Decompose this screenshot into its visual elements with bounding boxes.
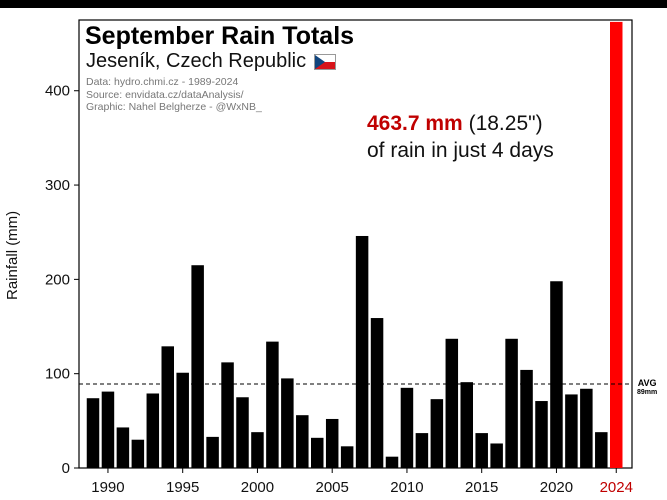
- bar: [370, 318, 384, 468]
- bar: [116, 427, 130, 468]
- x-tick-label: 2005: [316, 479, 349, 496]
- bar: [520, 369, 533, 468]
- callout-amount: 463.7 mm: [367, 112, 463, 135]
- bar: [430, 399, 444, 468]
- top-bar: [0, 0, 667, 8]
- x-tick-label: 1990: [91, 479, 124, 496]
- y-tick-label: 100: [45, 366, 70, 383]
- credits: Data: hydro.chmi.cz - 1989-2024 Source: …: [86, 76, 262, 114]
- bar: [355, 235, 369, 468]
- bar: [176, 372, 189, 468]
- x-tick-label-highlight: 2024: [600, 479, 633, 496]
- bar: [550, 281, 563, 468]
- chart-subtitle: Jeseník, Czech Republic: [86, 50, 307, 72]
- bar: [595, 432, 608, 468]
- callout-inches: (18.25"): [468, 112, 543, 135]
- credit-graphic: Graphic: Nahel Belgherze - @WxNB_: [86, 101, 262, 113]
- bar: [191, 265, 204, 468]
- bar: [86, 398, 100, 468]
- x-tick-label: 2015: [465, 479, 498, 496]
- average-label: AVG 89mm: [637, 378, 657, 398]
- bar: [131, 439, 145, 468]
- x-tick-label: 2020: [540, 479, 573, 496]
- bar: [445, 338, 459, 468]
- y-tick-label: 300: [45, 177, 70, 194]
- bar: [385, 456, 399, 468]
- y-tick-label: 400: [45, 83, 70, 100]
- chart-title: September Rain Totals: [85, 22, 355, 50]
- y-tick-label: 200: [45, 271, 70, 288]
- bar: [580, 388, 593, 468]
- czech-flag-icon: [314, 53, 337, 70]
- bar: [251, 432, 264, 468]
- plot-frame: [78, 19, 633, 469]
- x-tick-label: 1995: [166, 479, 199, 496]
- bar: [325, 418, 339, 468]
- bar: [311, 437, 324, 468]
- bar: [281, 378, 294, 468]
- credit-data: Data: hydro.chmi.cz - 1989-2024: [86, 76, 239, 88]
- bar: [221, 362, 234, 468]
- average-label-text: AVG: [637, 378, 657, 388]
- bar: [340, 446, 354, 468]
- y-axis-label: Rainfall (mm): [4, 210, 21, 300]
- bar: [296, 415, 309, 468]
- average-label-value: 89mm: [637, 389, 658, 396]
- x-tick-label: 2010: [390, 479, 423, 496]
- y-tick-label: 0: [62, 460, 70, 477]
- bar: [266, 341, 279, 468]
- chart-subtitle-row: Jeseník, Czech Republic: [86, 50, 337, 73]
- bar: [460, 382, 473, 468]
- bar: [236, 397, 249, 468]
- rain-callout: 463.7 mm (18.25") of rain in just 4 days: [367, 110, 554, 164]
- bar: [161, 346, 174, 468]
- bar: [475, 433, 488, 468]
- bar: [565, 394, 578, 468]
- callout-line2: of rain in just 4 days: [367, 139, 554, 162]
- bar: [146, 393, 160, 468]
- bar: [490, 443, 503, 468]
- credit-source: Source: envidata.cz/dataAnalysis/: [86, 88, 244, 101]
- bar: [415, 433, 429, 468]
- bar: [535, 401, 548, 468]
- bar: [206, 436, 219, 468]
- x-tick-label: 2000: [241, 479, 274, 496]
- bar: [101, 391, 115, 468]
- bar-highlight: [610, 21, 623, 468]
- bar: [505, 338, 518, 468]
- bar: [400, 387, 414, 468]
